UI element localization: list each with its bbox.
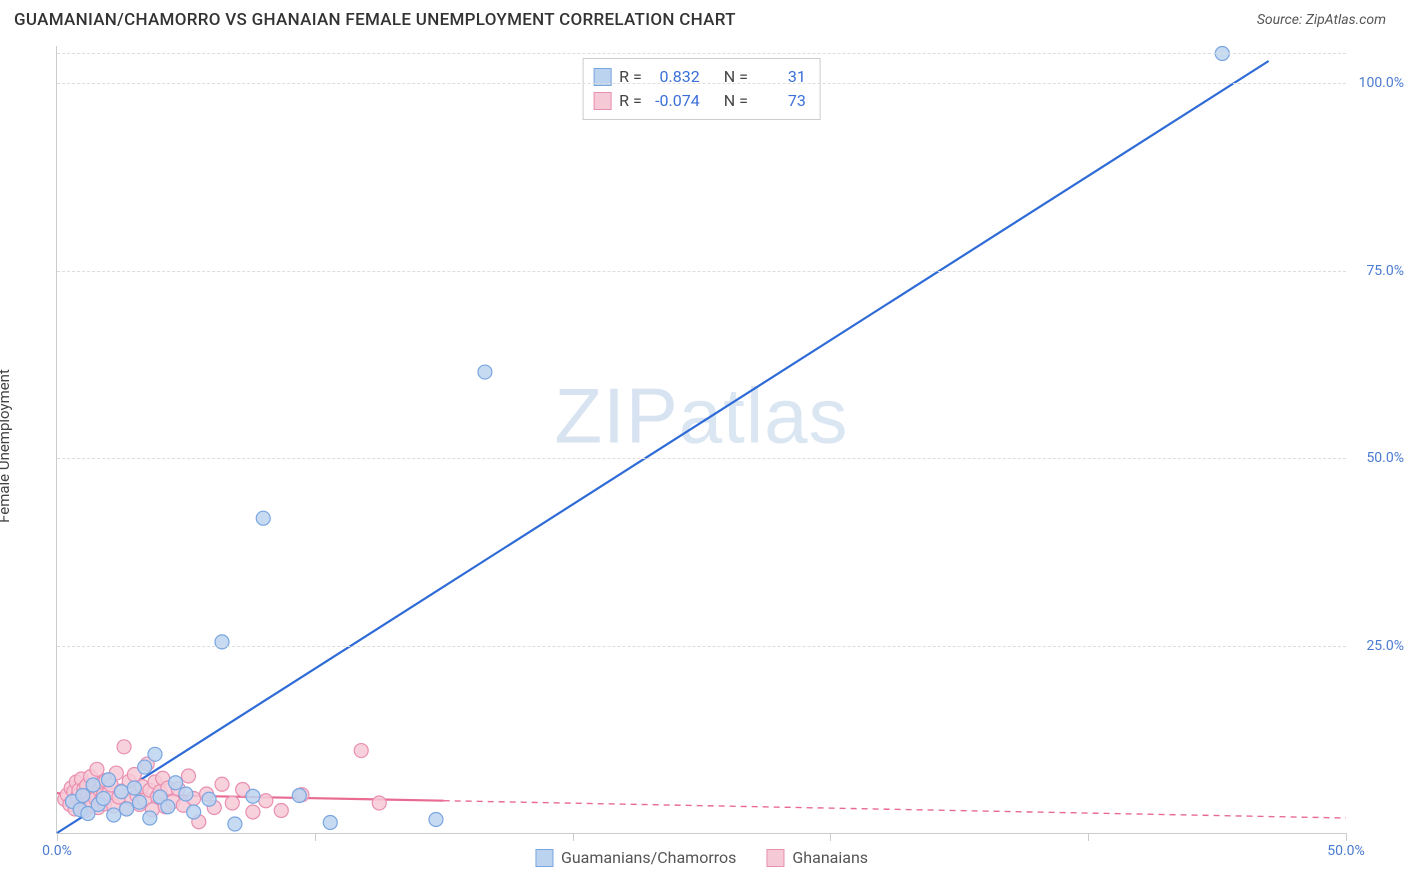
y-axis-label: Female Unemployment xyxy=(0,369,13,523)
y-tick-label: 50.0% xyxy=(1366,450,1404,466)
x-tick xyxy=(57,833,58,841)
y-tick-label: 25.0% xyxy=(1366,638,1404,654)
chart-container: Female Unemployment ZIPatlas R = 0.832 N… xyxy=(42,46,1392,846)
legend-item-2: Ghanaians xyxy=(766,848,868,867)
x-tick xyxy=(315,833,316,841)
gridline-h xyxy=(57,646,1346,647)
chart-title: GUAMANIAN/CHAMORRO VS GHANAIAN FEMALE UN… xyxy=(14,10,736,30)
x-tick xyxy=(573,833,574,841)
legend-label-1: Guamanians/Chamorros xyxy=(561,848,736,867)
x-tick-label: 0.0% xyxy=(42,843,72,859)
plot-svg xyxy=(57,46,1346,833)
gridline-h xyxy=(57,53,1346,54)
plot-area: ZIPatlas R = 0.832 N = 31 R = -0.074 N =… xyxy=(56,46,1346,834)
x-tick-label: 50.0% xyxy=(1327,843,1365,859)
x-tick xyxy=(830,833,831,841)
x-tick xyxy=(1346,833,1347,841)
x-tick xyxy=(1088,833,1089,841)
legend-swatch-1 xyxy=(535,849,553,867)
y-tick-label: 100.0% xyxy=(1359,75,1404,91)
source-attribution: Source: ZipAtlas.com xyxy=(1257,12,1386,28)
legend-label-2: Ghanaians xyxy=(792,848,868,867)
bottom-legend: Guamanians/Chamorros Ghanaians xyxy=(535,848,868,867)
y-tick-label: 75.0% xyxy=(1366,263,1404,279)
gridline-h xyxy=(57,458,1346,459)
gridline-h xyxy=(57,83,1346,84)
gridline-h xyxy=(57,271,1346,272)
legend-item-1: Guamanians/Chamorros xyxy=(535,848,736,867)
legend-swatch-2 xyxy=(766,849,784,867)
